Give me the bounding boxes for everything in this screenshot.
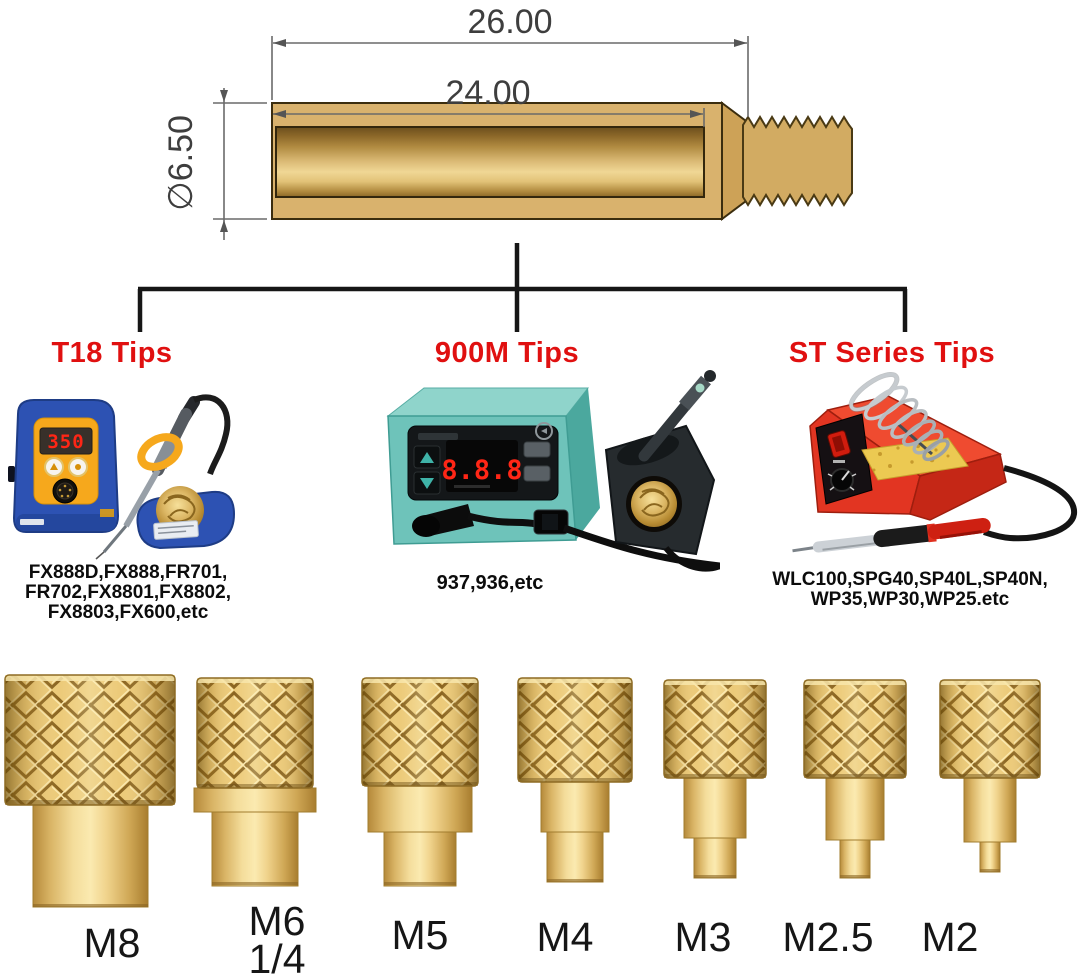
ch-button — [523, 441, 551, 458]
enter-dot-icon — [75, 464, 81, 470]
temperature-display — [39, 427, 93, 455]
adapter-label-m3: M3 — [674, 914, 732, 960]
adapter-label-m8: M8 — [83, 920, 141, 966]
rocker — [542, 514, 558, 530]
down-arrow-icon — [420, 478, 434, 489]
iron-cable — [663, 546, 720, 572]
off-label — [833, 460, 845, 463]
temperature-display — [446, 440, 518, 492]
station-base — [16, 514, 116, 531]
side-switch — [8, 466, 15, 482]
model-sticker — [20, 519, 44, 525]
adapter-m2-5 — [803, 679, 907, 879]
arrow-down-icon — [220, 220, 228, 232]
connector-tip — [412, 515, 440, 537]
adapter-label-m2: M2 — [921, 914, 979, 960]
t18-models-list: FX888D,FX888,FR701, FR702,FX8801,FX8802,… — [25, 563, 231, 623]
dim-body-label: 24.00 — [445, 74, 530, 112]
st-models-list: WLC100,SPG40,SP40L,SP40N, WP35,WP30,WP25… — [772, 570, 1048, 610]
dim-diameter-lines — [213, 88, 267, 240]
esd-triangle-icon — [541, 428, 547, 434]
arrow-right-icon — [734, 39, 747, 47]
power-cable — [562, 524, 720, 570]
brand-badge — [100, 509, 114, 517]
iron-cable — [983, 465, 1078, 542]
soldering-iron — [638, 370, 716, 462]
dim-overall-lines — [271, 36, 749, 117]
adapter-label-m6-fraction: 1/4 — [248, 936, 306, 976]
arrow-up-icon — [220, 90, 228, 102]
dim-overall-label: 26.00 — [467, 3, 552, 41]
soldering-iron — [792, 517, 991, 553]
models-line: WLC100,SPG40,SP40L,SP40N, — [772, 569, 1048, 590]
iron-cable — [192, 394, 231, 476]
adapter-label-m6: M6 1/4 — [248, 898, 306, 976]
adapter-m5 — [361, 677, 479, 887]
adapter-label-m6-size: M6 — [248, 898, 306, 944]
barrel-bore — [275, 126, 705, 198]
adapter-m2 — [939, 679, 1041, 873]
up-arrow-icon — [420, 452, 434, 463]
arrow-left-icon — [273, 39, 286, 47]
adapter-m3 — [663, 679, 767, 879]
station-top — [386, 387, 590, 417]
temperature-readout: 350 — [47, 431, 84, 453]
pw-button — [523, 465, 551, 482]
knob-pointer — [841, 470, 850, 481]
adapter-technical-drawing: 26.00 24.00 ∅6.50 — [137, 3, 908, 332]
brand-logo — [418, 433, 458, 440]
adapter-label-m4: M4 — [536, 914, 594, 960]
temperature-readout: 8.8.8 — [441, 455, 522, 486]
power-rocker — [827, 430, 851, 458]
adapter-label-m2-5: M2.5 — [782, 914, 874, 960]
category-label-900m: 900M Tips — [434, 337, 580, 369]
barrel-thread — [742, 115, 853, 207]
arrow-left-icon — [273, 110, 286, 118]
adapter-label-m5: M5 — [391, 912, 449, 958]
spring-holder — [848, 371, 950, 462]
holder-ring — [137, 433, 183, 471]
knob-ticks — [827, 473, 857, 491]
adapter-row-image — [4, 674, 1041, 908]
adapter-m4 — [517, 677, 633, 883]
900m-station-image: 8.8.8 — [386, 370, 720, 572]
esd-icon — [535, 422, 553, 440]
st-station-image — [792, 371, 1078, 553]
station-side — [566, 388, 600, 540]
bag-label — [153, 520, 199, 540]
models-line: FR702,FX8801,FX8802, — [25, 582, 231, 603]
models-line: FX888D,FX888,FR701, — [28, 562, 228, 583]
models-line: WP35,WP30,WP25.etc — [810, 589, 1010, 610]
up-arrow-icon — [50, 463, 58, 470]
arrow-right-icon — [690, 110, 703, 118]
connector-pins — [58, 484, 72, 498]
connector-cable — [467, 512, 537, 528]
dim-diameter-label: ∅6.50 — [162, 115, 200, 211]
adapter-m6 — [193, 677, 317, 887]
category-label-st: ST Series Tips — [788, 337, 996, 369]
category-label-t18: T18 Tips — [51, 337, 173, 369]
brass-wool-strands — [639, 488, 670, 517]
branch-tree-lines — [137, 243, 908, 332]
t18-station-image: 350 — [8, 394, 236, 560]
dim-body-lines — [273, 108, 705, 127]
models-line: FX8803,FX600,etc — [47, 602, 209, 623]
connector-socket — [56, 482, 74, 500]
900m-models-list: 937,936,etc — [437, 573, 544, 593]
models-line: 937,936,etc — [436, 572, 544, 594]
display-caption — [454, 485, 490, 488]
base-side — [909, 453, 1007, 521]
adapter-m8 — [4, 674, 176, 908]
